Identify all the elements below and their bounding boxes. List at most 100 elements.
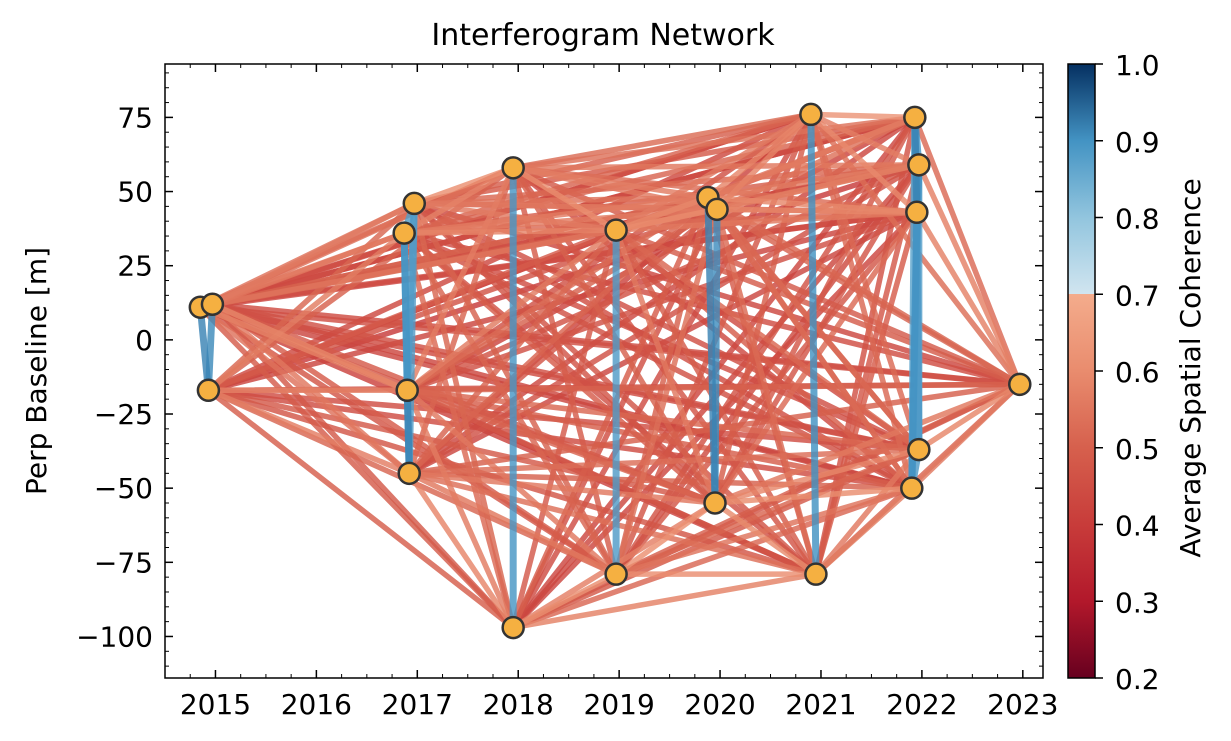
x-tick-label: 2019 — [584, 688, 655, 721]
interferogram-edge — [705, 111, 814, 201]
interferogram-edge — [613, 446, 922, 577]
interferogram-edge — [411, 200, 516, 631]
y-tick-label: 50 — [117, 176, 153, 209]
acquisition-marker — [799, 102, 823, 127]
interferogram-edge — [205, 230, 407, 394]
interferogram-edge — [510, 165, 619, 233]
colorbar-tick-label: 0.9 — [1115, 126, 1160, 159]
acquisition-marker — [604, 562, 628, 586]
acquisition-marker — [905, 200, 929, 225]
acquisition-marker — [705, 197, 729, 222]
acquisition-marker — [397, 461, 421, 486]
interferogram-edge — [403, 386, 413, 477]
y-tick-label: −25 — [94, 398, 153, 431]
interferogram-edge — [807, 110, 820, 578]
y-tick-label: −75 — [94, 546, 153, 579]
acquisition-marker — [900, 476, 924, 500]
interferogram-edge — [704, 193, 719, 507]
y-tick-label: −50 — [94, 472, 153, 505]
y-axis-label: Perp Baseline [m] — [20, 247, 53, 495]
acquisition-marker — [501, 615, 525, 640]
interferogram-edge — [401, 230, 516, 631]
acquisition-marker — [402, 191, 427, 216]
acquisition-marker — [703, 491, 727, 515]
acquisition-marker — [903, 105, 927, 130]
plot-frame — [164, 63, 1044, 679]
colorbar-tick-label: 0.3 — [1115, 586, 1160, 619]
interferogram-edge — [209, 200, 418, 308]
chart-title: Interferogram Network — [431, 18, 775, 53]
colorbar-label: Average Spatial Coherence — [1174, 178, 1207, 557]
acquisition-marker — [200, 292, 225, 317]
colorbar-tick-label: 1.0 — [1115, 49, 1160, 82]
interferogram-edge — [209, 301, 410, 394]
x-tick-label: 2016 — [281, 688, 352, 721]
interferogram-edge — [510, 162, 922, 171]
interferogram-edge — [613, 206, 720, 233]
interferogram-edge — [205, 387, 516, 631]
acquisition-marker — [907, 437, 931, 462]
colorbar-tick-label: 0.5 — [1115, 433, 1160, 466]
interferogram-edge — [808, 111, 922, 168]
interferogram-edge — [411, 200, 720, 213]
y-tick-label: 75 — [117, 101, 153, 134]
interferogram-edge — [404, 387, 718, 506]
interferogram-edge — [613, 227, 922, 453]
interferogram-edge — [813, 446, 922, 577]
interferogram-edge — [813, 485, 915, 577]
interferogram-edge — [196, 303, 212, 394]
acquisition-marker — [395, 378, 419, 403]
interferogram-edge — [205, 387, 412, 477]
interferogram-edge — [808, 111, 920, 216]
x-tick-label: 2020 — [684, 688, 755, 721]
colorbar-tick-label: 0.2 — [1115, 663, 1160, 696]
x-tick-label: 2017 — [382, 688, 453, 721]
acquisition-marker — [907, 153, 931, 177]
interferogram-edge — [613, 227, 718, 506]
interferogram-edge — [406, 470, 718, 506]
interferogram-edge — [510, 571, 819, 631]
y-tick-label: 25 — [117, 250, 153, 283]
interferogram-edge — [510, 114, 918, 171]
x-tick-label: 2018 — [483, 688, 554, 721]
interferogram-edge — [406, 470, 819, 577]
interferogram-edge — [714, 206, 819, 577]
interferogram-edge — [209, 301, 619, 577]
interferogram-edge — [613, 485, 915, 577]
interferogram-edge — [510, 571, 619, 631]
x-tick-label: 2022 — [886, 688, 957, 721]
interferogram-edge — [406, 165, 516, 477]
y-axis: −100 −75 −50 −25 0 25 50 75 — [76, 72, 1043, 667]
colorbar-axis: 0.2 0.3 0.4 0.5 0.6 0.7 0.8 0.9 1.0 — [1095, 49, 1160, 696]
y-tick-label: 0 — [135, 324, 153, 357]
interferogram-edge — [510, 485, 915, 631]
acquisition-marker — [604, 218, 628, 242]
acquisition-marker — [1008, 372, 1032, 397]
interferogram-edge — [712, 381, 1023, 506]
interferogram-edge — [916, 381, 1023, 453]
interferogram-edge — [613, 209, 920, 233]
interferogram-edge — [406, 470, 516, 631]
interferogram-edge — [613, 500, 718, 577]
interferogram-edge — [914, 209, 1023, 388]
acquisition-marker — [804, 562, 828, 586]
interferogram-edge — [808, 111, 918, 121]
y-tick-label: −100 — [76, 620, 153, 653]
interferogram-edge — [510, 165, 711, 201]
interferogram-edge — [712, 500, 819, 577]
x-tick-label: 2023 — [987, 688, 1058, 721]
colorbar-tick-label: 0.4 — [1115, 510, 1160, 543]
colorbar-tick-label: 0.8 — [1115, 203, 1160, 236]
interferogram-edge — [909, 381, 1023, 491]
interferogram-edge — [205, 200, 418, 394]
acquisition-marker — [196, 378, 221, 403]
acquisition-marker — [501, 156, 525, 180]
colorbar — [1067, 63, 1096, 679]
x-axis: 2015 2016 2017 2018 2019 2020 2021 2022 2023 — [164, 64, 1058, 721]
interferogram-edge — [404, 387, 516, 631]
interferogram-edge — [197, 304, 1023, 388]
interferogram-edge — [613, 206, 720, 577]
interferogram-edge — [404, 165, 516, 394]
x-tick-label: 2021 — [785, 688, 856, 721]
